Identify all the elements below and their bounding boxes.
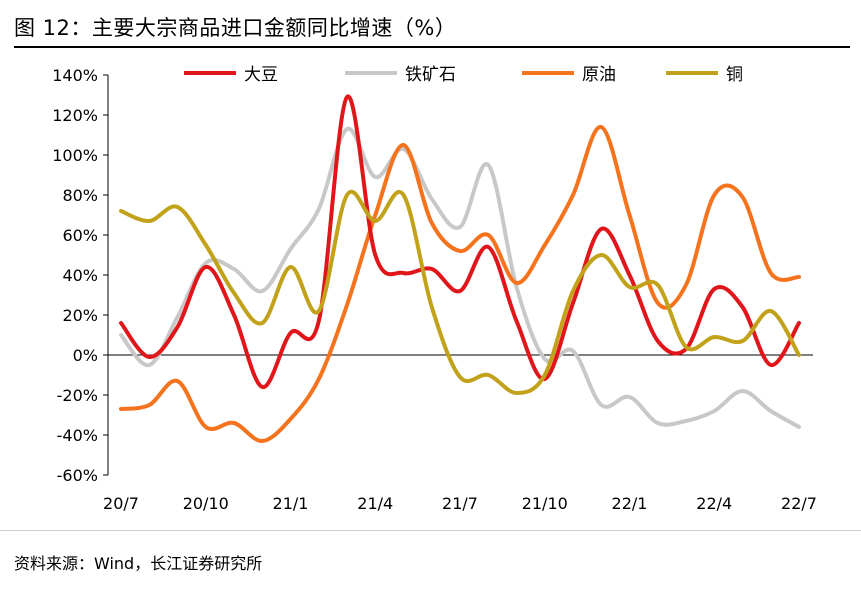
y-tick-label: 80%	[62, 186, 98, 205]
y-tick-label: 120%	[52, 106, 98, 125]
x-tick-label: 21/7	[442, 494, 478, 513]
legend: 大豆 铁矿石 原油 铜	[184, 65, 743, 85]
x-tick-label: 22/1	[612, 494, 648, 513]
x-tick-label: 20/7	[103, 494, 139, 513]
x-tick-label: 21/4	[357, 494, 393, 513]
x-tick-label: 21/10	[522, 494, 568, 513]
y-tick-label: 20%	[62, 306, 98, 325]
y-tick-label: 60%	[62, 226, 98, 245]
series-line-2	[119, 126, 801, 429]
legend-label: 铜	[726, 65, 743, 85]
y-tick-label: -40%	[57, 426, 98, 445]
x-tick-label: 22/7	[781, 494, 817, 513]
legend-label: 大豆	[244, 65, 278, 85]
y-tick-label: -60%	[57, 466, 98, 485]
y-tick-label: 140%	[52, 66, 98, 85]
x-tick-label: 20/10	[183, 494, 229, 513]
y-tick-label: 40%	[62, 266, 98, 285]
series-line-4	[119, 189, 801, 395]
x-axis: 20/7 20/10 21/1 21/4 21/7 21/10 22/1 22/4 22/7	[103, 354, 817, 513]
series-line-3	[119, 125, 801, 443]
series-line-1	[119, 94, 801, 389]
chart-title: 图 12：主要大宗商品进口金额同比增速（%）	[14, 16, 457, 40]
y-tick-label: 100%	[52, 146, 98, 165]
legend-label: 原油	[582, 65, 616, 85]
source-divider	[0, 530, 861, 531]
y-tick-label: -20%	[57, 386, 98, 405]
x-tick-label: 22/4	[696, 494, 732, 513]
legend-label: 铁矿石	[405, 65, 456, 85]
title-underline	[14, 46, 850, 48]
y-tick-label: 0%	[73, 346, 98, 365]
x-tick-label: 21/1	[273, 494, 309, 513]
source-note: 资料来源：Wind，长江证券研究所	[14, 554, 263, 573]
series-lines	[119, 94, 801, 443]
y-axis: 140% 120% 100% 80% 60% 40% 20% 0% -20% -40% -60%	[52, 66, 109, 485]
